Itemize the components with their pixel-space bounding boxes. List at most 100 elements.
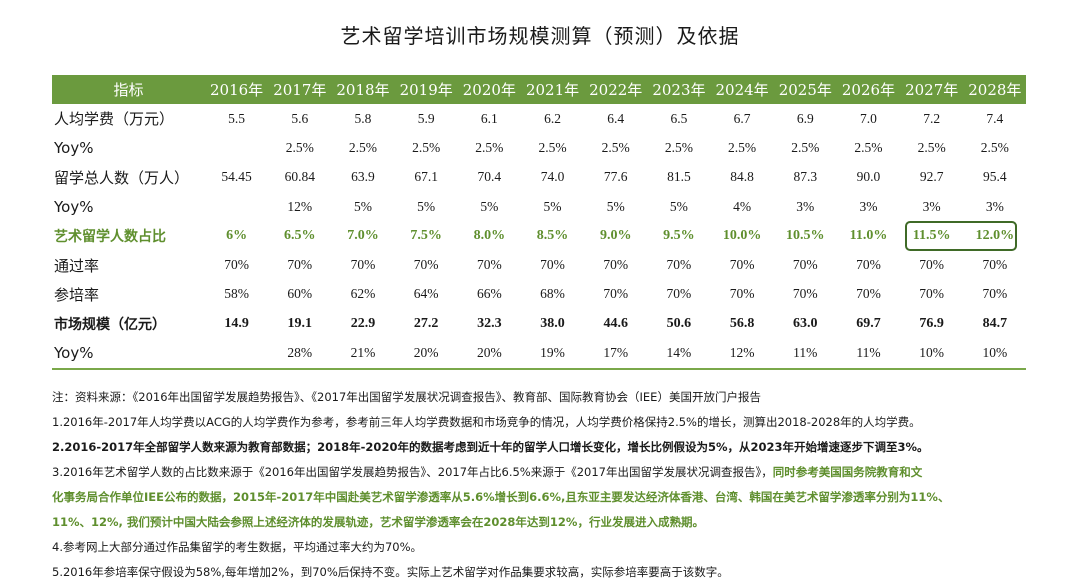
table-cell: 3%: [985, 198, 1004, 214]
table-cell: 22.9: [350, 315, 376, 331]
table-cell: 74.0: [540, 169, 565, 185]
table-cell: 70%: [792, 286, 818, 302]
table-cell: 3%: [859, 198, 878, 214]
note-4: 4.参考网上大部分通过作品集留学的考生数据，平均通过率大约为70%。: [52, 540, 423, 554]
table-cell: 6.5%: [284, 227, 316, 243]
row-label: 人均学费（万元）: [54, 110, 175, 129]
table-row: Yoy% 12% 5% 5% 5% 5% 5% 5% 4% 3% 3% 3% 3%: [52, 192, 1026, 221]
table-cell: 21%: [331, 338, 395, 370]
table-cell: 70%: [982, 257, 1008, 273]
table-cell: 70%: [666, 257, 692, 273]
table-cell: 5%: [417, 198, 436, 214]
table-cell: 7.0%: [347, 227, 379, 243]
year-header: 2027年: [900, 75, 964, 104]
year-header: 2021年: [520, 75, 585, 104]
row-label: Yoy%: [54, 138, 94, 157]
table-cell: 6.7: [733, 110, 751, 126]
table-cell: 20%: [457, 338, 521, 370]
table-cell: 81.5: [667, 169, 691, 185]
table-cell: 70%: [350, 257, 376, 273]
table-cell: 92.7: [919, 169, 944, 185]
table-cell: 60.84: [284, 169, 315, 185]
table-cell: 10%: [963, 338, 1027, 370]
note-3-green-1: 同时参考美国国务院教育和文: [772, 465, 923, 479]
highlight-box-2027-2028: [905, 221, 1017, 251]
table-cell: 68%: [540, 286, 565, 302]
row-label: Yoy%: [52, 338, 205, 370]
notes-section: 注：资料来源：《2016年出国留学发展趋势报告》、《2017年出国留学发展状况调…: [52, 385, 1062, 585]
table-cell: 3%: [922, 198, 941, 214]
table-row: 留学总人数（万人） 54.45 60.84 63.9 67.1 70.4 74.0 77.6 8…: [52, 163, 1026, 192]
row-label: 通过率: [54, 256, 100, 275]
table-cell: 56.8: [729, 315, 755, 331]
table-cell: 60%: [287, 286, 313, 302]
table-row: 参培率 58% 60% 62% 64% 66% 68% 70% 70% 70% 70% 70% 70% 7…: [52, 280, 1026, 309]
note-3: 3.2016年艺术留学人数的占比数来源于《2016年出国留学发展趋势报告》、20…: [52, 460, 1062, 485]
table-cell: 28%: [268, 338, 332, 370]
table-cell: 70%: [729, 257, 755, 273]
table-row: Yoy% 2.5% 2.5% 2.5% 2.5% 2.5% 2.5% 2.5% 2.5% 2.5%…: [52, 133, 1026, 162]
table-cell: 70%: [792, 257, 818, 273]
page-title: 艺术留学培训市场规模测算（预测）及依据: [340, 24, 740, 48]
year-header: 2024年: [710, 75, 774, 104]
table-cell: 2.5%: [285, 139, 314, 155]
note-source: 注：资料来源：《2016年出国留学发展趋势报告》、《2017年出国留学发展状况调…: [52, 390, 761, 404]
note-5: 5.2016年参培率保守假设为58%,每年增加2%，到70%后保持不变。实际上艺…: [52, 565, 729, 579]
year-header: 2028年: [963, 75, 1027, 104]
table-cell: 67.1: [414, 169, 438, 185]
table-cell: 5%: [669, 198, 688, 214]
table-cell: 7.0: [860, 110, 877, 126]
table-cell: 8.0%: [473, 227, 506, 243]
table-cell: 11.5%: [912, 227, 951, 243]
year-header: 2022年: [584, 75, 648, 104]
table-cell: 84.7: [982, 315, 1008, 331]
table-cell: 14.9: [224, 315, 249, 331]
table-cell: 12%: [710, 338, 774, 370]
table-cell: 70%: [603, 257, 629, 273]
row-label: 参培率: [54, 285, 100, 304]
table-cell: 70%: [729, 286, 755, 302]
table-cell: 6.1: [480, 110, 498, 126]
table-cell: 58%: [224, 286, 249, 302]
table-cell: 70%: [666, 286, 692, 302]
table-cell: 5.8: [354, 110, 372, 126]
table-cell: 8.5%: [536, 227, 569, 243]
table-cell: 44.6: [603, 315, 628, 331]
table-cell: 2.5%: [664, 139, 693, 155]
table-cell: 70%: [224, 257, 249, 273]
table-cell: 5.9: [417, 110, 435, 126]
table-cell: 2.5%: [348, 139, 378, 155]
table-cell: 2.5%: [412, 139, 441, 155]
table-cell: 14%: [647, 338, 711, 370]
table-cell: 2.5%: [601, 139, 630, 155]
table-cell: 6.4: [607, 110, 625, 126]
table-cell: 5%: [543, 198, 562, 214]
table-cell: 5%: [606, 198, 625, 214]
table-header-row: 指标 2016年 2017年 2018年 2019年 2020年 2021年 2…: [52, 75, 1027, 104]
table-cell: 95.4: [983, 169, 1007, 185]
market-size-table: 指标 2016年 2017年 2018年 2019年 2020年 2021年 2…: [52, 75, 1027, 370]
table-cell: 70%: [287, 257, 313, 273]
table-cell: 63.9: [351, 169, 375, 185]
table-cell: 2.5%: [728, 139, 757, 155]
table-cell: 7.4: [986, 110, 1004, 126]
table-cell: 70%: [603, 286, 629, 302]
table-cell: 12%: [287, 198, 313, 214]
table-cell: 2.5%: [475, 139, 504, 155]
table-cell: 10.0%: [722, 227, 762, 243]
note-3-green-3: 11%、12%, 我们预计中国大陆会参照上述经济体的发展轨迹，艺术留学渗透率会在…: [52, 515, 704, 529]
table-cell: 10%: [900, 338, 964, 370]
table-cell: 19%: [520, 338, 585, 370]
table-row: 市场规模（亿元） 14.9 19.1 22.9 27.2 32.3 38.0 44.6 50.6…: [52, 309, 1026, 338]
header-label: 指标: [52, 75, 205, 104]
table-cell: [205, 338, 269, 370]
row-label: 市场规模（亿元）: [54, 316, 166, 333]
table-cell: 90.0: [856, 169, 881, 185]
table-cell: 6.9: [796, 110, 814, 126]
table-cell: 6%: [226, 227, 248, 243]
table-cell: 3%: [796, 198, 815, 214]
table-cell: 7.2: [923, 110, 941, 126]
year-header: 2026年: [836, 75, 901, 104]
note-3-plain: 3.2016年艺术留学人数的占比数来源于《2016年出国留学发展趋势报告》、20…: [52, 465, 773, 479]
table-cell: 2.5%: [791, 139, 820, 155]
